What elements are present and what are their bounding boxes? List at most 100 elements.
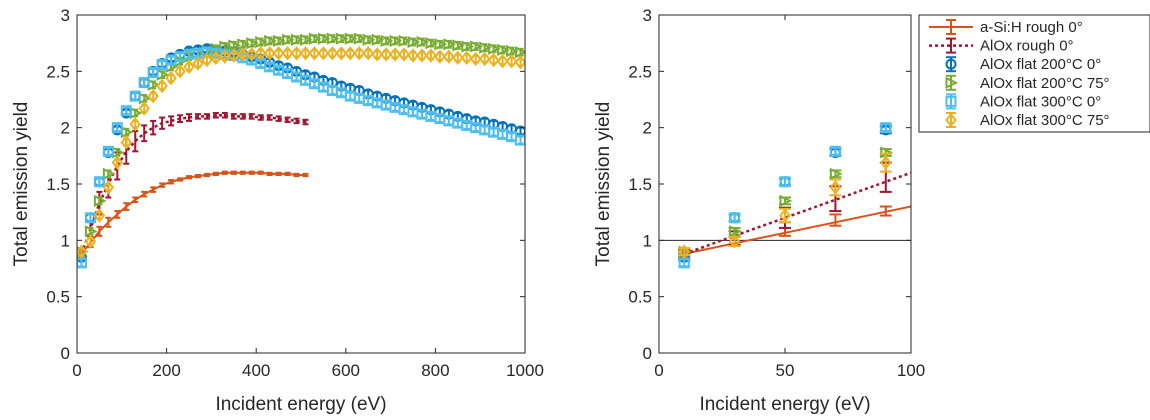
errorbar [284, 116, 291, 124]
y-tick-label: 3 [643, 6, 652, 25]
errorbar [203, 113, 210, 120]
series-line [80, 114, 306, 255]
y-tick-label: 0.5 [628, 288, 652, 307]
errorbar [445, 116, 452, 126]
errorbar [392, 103, 399, 112]
data-point [398, 34, 412, 47]
data-point [416, 48, 428, 63]
data-point [228, 39, 242, 52]
errorbar [114, 210, 121, 219]
data-point [192, 56, 204, 71]
data-point [389, 47, 401, 62]
y-axis-label: Total emission yield [593, 102, 614, 267]
data-point [514, 55, 525, 70]
data-point [488, 42, 501, 55]
data-point [416, 35, 430, 49]
data-point [469, 51, 482, 67]
errorbar [293, 172, 300, 178]
data-point [201, 52, 213, 68]
x-tick-label: 200 [152, 361, 180, 380]
errorbar [159, 182, 166, 188]
errorbar [427, 112, 434, 121]
errorbar [203, 172, 210, 178]
data-point [326, 32, 340, 45]
data-point [299, 33, 313, 46]
errorbar [177, 177, 184, 182]
data-point [308, 32, 322, 45]
data-point [120, 135, 133, 150]
legend-label: AlOx flat 300°C 0° [980, 93, 1101, 110]
errorbar [383, 100, 390, 110]
errorbar [275, 115, 282, 122]
data-point [93, 194, 107, 207]
data-layer [77, 32, 525, 269]
data-point [478, 51, 491, 67]
errorbar [123, 106, 130, 116]
errorbar [186, 113, 192, 122]
data-point [443, 38, 457, 51]
data-point [120, 105, 132, 117]
errorbar [212, 171, 219, 176]
x-tick-label: 400 [242, 361, 270, 380]
data-point [389, 34, 403, 47]
errorbar [141, 78, 148, 87]
errorbar [257, 114, 264, 121]
errorbar [96, 177, 103, 187]
legend-marker [945, 112, 957, 128]
series-5 [678, 122, 892, 269]
x-tick-label: 0 [72, 361, 81, 380]
errorbar [356, 93, 363, 103]
errorbar [105, 146, 112, 156]
data-point [111, 122, 123, 134]
data-point [245, 47, 258, 62]
chart-panel-1: 0 200 400 600 800 1000 0 0.5 1 1.5 2 2.5 3 Incident e… [11, 6, 544, 415]
errorbar [168, 55, 175, 65]
data-point [728, 234, 741, 249]
series-6 [678, 152, 892, 259]
data-point [829, 180, 842, 195]
data-point [434, 49, 446, 64]
errorbar [239, 170, 246, 175]
errorbar [472, 123, 479, 133]
errorbar [105, 216, 112, 228]
data-point [479, 41, 492, 54]
data-point [729, 225, 742, 238]
errorbar [123, 202, 130, 211]
data-point [147, 66, 159, 78]
data-point [779, 176, 791, 188]
data-point [434, 38, 448, 51]
errorbar [320, 82, 327, 92]
data-point [497, 43, 510, 57]
data-point [779, 194, 793, 207]
series-6 [77, 46, 525, 259]
legend: a-Si:H rough 0°AlOx rough 0°AlOx flat 20… [918, 14, 1150, 133]
errorbar [194, 173, 201, 179]
y-tick-label: 1.5 [46, 175, 70, 194]
legend-label: AlOx flat 200°C 75° [980, 75, 1110, 92]
errorbar [186, 50, 192, 59]
x-axis-label: Incident energy (eV) [215, 394, 386, 415]
data-point [308, 46, 321, 61]
data-point [425, 37, 439, 50]
data-point [246, 37, 259, 50]
errorbar [293, 72, 300, 82]
x-axis-label: Incident energy (eV) [699, 394, 870, 415]
x-tick-label: 800 [421, 361, 449, 380]
data-point [84, 234, 97, 249]
data-point [219, 49, 231, 64]
legend-marker [945, 95, 957, 107]
errorbar [284, 171, 291, 176]
data-point [84, 212, 96, 224]
errorbar [150, 68, 157, 77]
data-point [272, 46, 285, 61]
data-point [281, 46, 294, 61]
data-point [129, 90, 141, 102]
legend-marker [945, 76, 959, 89]
y-tick-label: 0 [61, 344, 70, 363]
data-point [452, 39, 466, 52]
plot-area [77, 15, 525, 353]
errorbar [159, 116, 166, 130]
data-point [282, 33, 295, 46]
data-point [678, 244, 690, 259]
